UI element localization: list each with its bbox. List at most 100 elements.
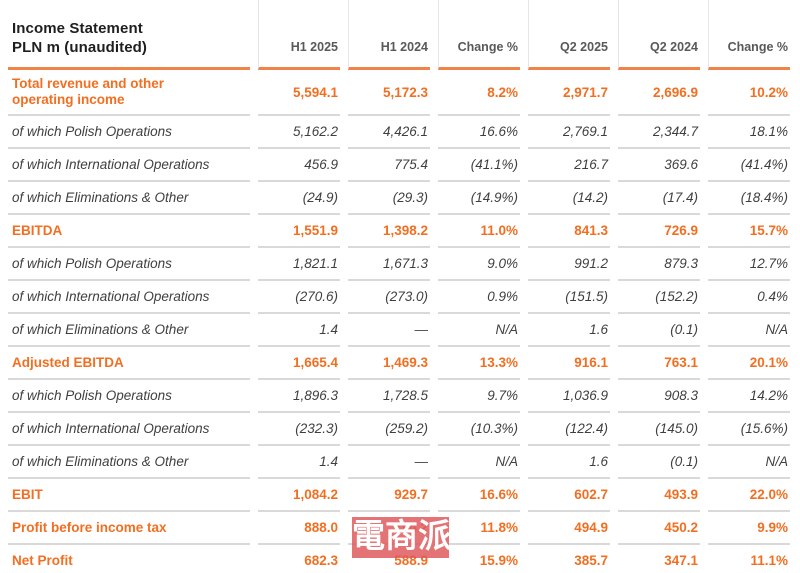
cell-value: 5,162.2 xyxy=(258,116,340,149)
cell-value: 929.7 xyxy=(348,479,430,512)
cell-value: 1,671.3 xyxy=(348,248,430,281)
cell-value: 16.6% xyxy=(438,116,520,149)
cell-value: (14.2) xyxy=(528,182,610,215)
cell-value: 908.3 xyxy=(618,380,700,413)
row-label: of which Eliminations & Other xyxy=(8,182,250,215)
cell-value: 2,971.7 xyxy=(528,70,610,116)
row-label: Net Profit xyxy=(8,545,250,573)
column-header-h1-2024: H1 2024 xyxy=(348,0,430,70)
cell-value: (122.4) xyxy=(528,413,610,446)
cell-value: 5,172.3 xyxy=(348,70,430,116)
table-row: of which Polish Operations 1,821.1 1,671.3… xyxy=(8,248,790,281)
cell-value: (14.9%) xyxy=(438,182,520,215)
row-label: of which International Operations xyxy=(8,281,250,314)
cell-value: (41.4%) xyxy=(708,149,790,182)
column-header-h1-2025: H1 2025 xyxy=(258,0,340,70)
cell-value: (24.9) xyxy=(258,182,340,215)
row-label: of which Eliminations & Other xyxy=(8,314,250,347)
cell-value: 841.3 xyxy=(528,215,610,248)
cell-value: (232.3) xyxy=(258,413,340,446)
cell-value: 2,769.1 xyxy=(528,116,610,149)
row-label: of which Eliminations & Other xyxy=(8,446,250,479)
cell-value: 13.3% xyxy=(438,347,520,380)
cell-value: 916.1 xyxy=(528,347,610,380)
cell-value: 12.7% xyxy=(708,248,790,281)
cell-value: (15.6%) xyxy=(708,413,790,446)
cell-value: (145.0) xyxy=(618,413,700,446)
cell-value: 1.6 xyxy=(528,446,610,479)
cell-value: 20.1% xyxy=(708,347,790,380)
cell-value: (10.3%) xyxy=(438,413,520,446)
cell-value: (0.1) xyxy=(618,446,700,479)
cell-value: 4,426.1 xyxy=(348,116,430,149)
cell-value: 0.9% xyxy=(438,281,520,314)
cell-value: 879.3 xyxy=(618,248,700,281)
table-body: Total revenue and other operating income… xyxy=(8,70,790,573)
cell-value: N/A xyxy=(708,446,790,479)
cell-value: 1,084.2 xyxy=(258,479,340,512)
cell-value: — xyxy=(348,314,430,347)
cell-value: (18.4%) xyxy=(708,182,790,215)
cell-value: 14.2% xyxy=(708,380,790,413)
cell-value: 775.4 xyxy=(348,149,430,182)
cell-value: N/A xyxy=(438,446,520,479)
cell-value: 1,469.3 xyxy=(348,347,430,380)
cell-value: 15.9% xyxy=(438,545,520,573)
cell-value: 1,551.9 xyxy=(258,215,340,248)
cell-value: 493.9 xyxy=(618,479,700,512)
cell-value: 450.2 xyxy=(618,512,700,545)
cell-value: N/A xyxy=(708,314,790,347)
cell-value: 1,728.5 xyxy=(348,380,430,413)
cell-value: (41.1%) xyxy=(438,149,520,182)
row-label: of which International Operations xyxy=(8,413,250,446)
cell-value: 216.7 xyxy=(528,149,610,182)
row-label: EBITDA xyxy=(8,215,250,248)
column-header-q2-2024: Q2 2024 xyxy=(618,0,700,70)
table-header-row: Income Statement PLN m (unaudited) H1 20… xyxy=(8,0,790,70)
cell-value: 602.7 xyxy=(528,479,610,512)
watermark: 電商派 xyxy=(352,517,451,558)
row-label: of which Polish Operations xyxy=(8,116,250,149)
cell-value: 9.9% xyxy=(708,512,790,545)
cell-value: 1,821.1 xyxy=(258,248,340,281)
cell-value: 1.4 xyxy=(258,446,340,479)
cell-value: 2,696.9 xyxy=(618,70,700,116)
cell-value: 1,036.9 xyxy=(528,380,610,413)
cell-value: 5,594.1 xyxy=(258,70,340,116)
cell-value: 9.7% xyxy=(438,380,520,413)
cell-value: 11.0% xyxy=(438,215,520,248)
cell-value: (152.2) xyxy=(618,281,700,314)
cell-value: (0.1) xyxy=(618,314,700,347)
cell-value: 15.7% xyxy=(708,215,790,248)
cell-value: 11.8% xyxy=(438,512,520,545)
cell-value: (273.0) xyxy=(348,281,430,314)
row-label: of which International Operations xyxy=(8,149,250,182)
cell-value: 1,665.4 xyxy=(258,347,340,380)
row-label: Adjusted EBITDA xyxy=(8,347,250,380)
cell-value: 456.9 xyxy=(258,149,340,182)
table-row: of which Eliminations & Other 1.4— N/A 1.6(… xyxy=(8,446,790,479)
table-row: of which International Operations (270.6)… xyxy=(8,281,790,314)
page-title: Income Statement xyxy=(12,20,143,38)
cell-value: 1.4 xyxy=(258,314,340,347)
column-header-change-q2: Change % xyxy=(708,0,790,70)
cell-value: 10.2% xyxy=(708,70,790,116)
cell-value: 726.9 xyxy=(618,215,700,248)
cell-value: 1,398.2 xyxy=(348,215,430,248)
row-label: Total revenue and other operating income xyxy=(8,70,250,116)
cell-value: (17.4) xyxy=(618,182,700,215)
table-row: of which Polish Operations 5,162.2 4,426.1… xyxy=(8,116,790,149)
cell-value: 347.1 xyxy=(618,545,700,573)
column-header-change-h1: Change % xyxy=(438,0,520,70)
table-row: EBIT 1,084.2 929.7 16.6% 602.7 493.9 22.0% xyxy=(8,479,790,512)
cell-value: 682.3 xyxy=(258,545,340,573)
cell-value: 0.4% xyxy=(708,281,790,314)
cell-value: 888.0 xyxy=(258,512,340,545)
cell-value: 9.0% xyxy=(438,248,520,281)
cell-value: 8.2% xyxy=(438,70,520,116)
cell-value: (151.5) xyxy=(528,281,610,314)
cell-value: 11.1% xyxy=(708,545,790,573)
cell-value: 2,344.7 xyxy=(618,116,700,149)
